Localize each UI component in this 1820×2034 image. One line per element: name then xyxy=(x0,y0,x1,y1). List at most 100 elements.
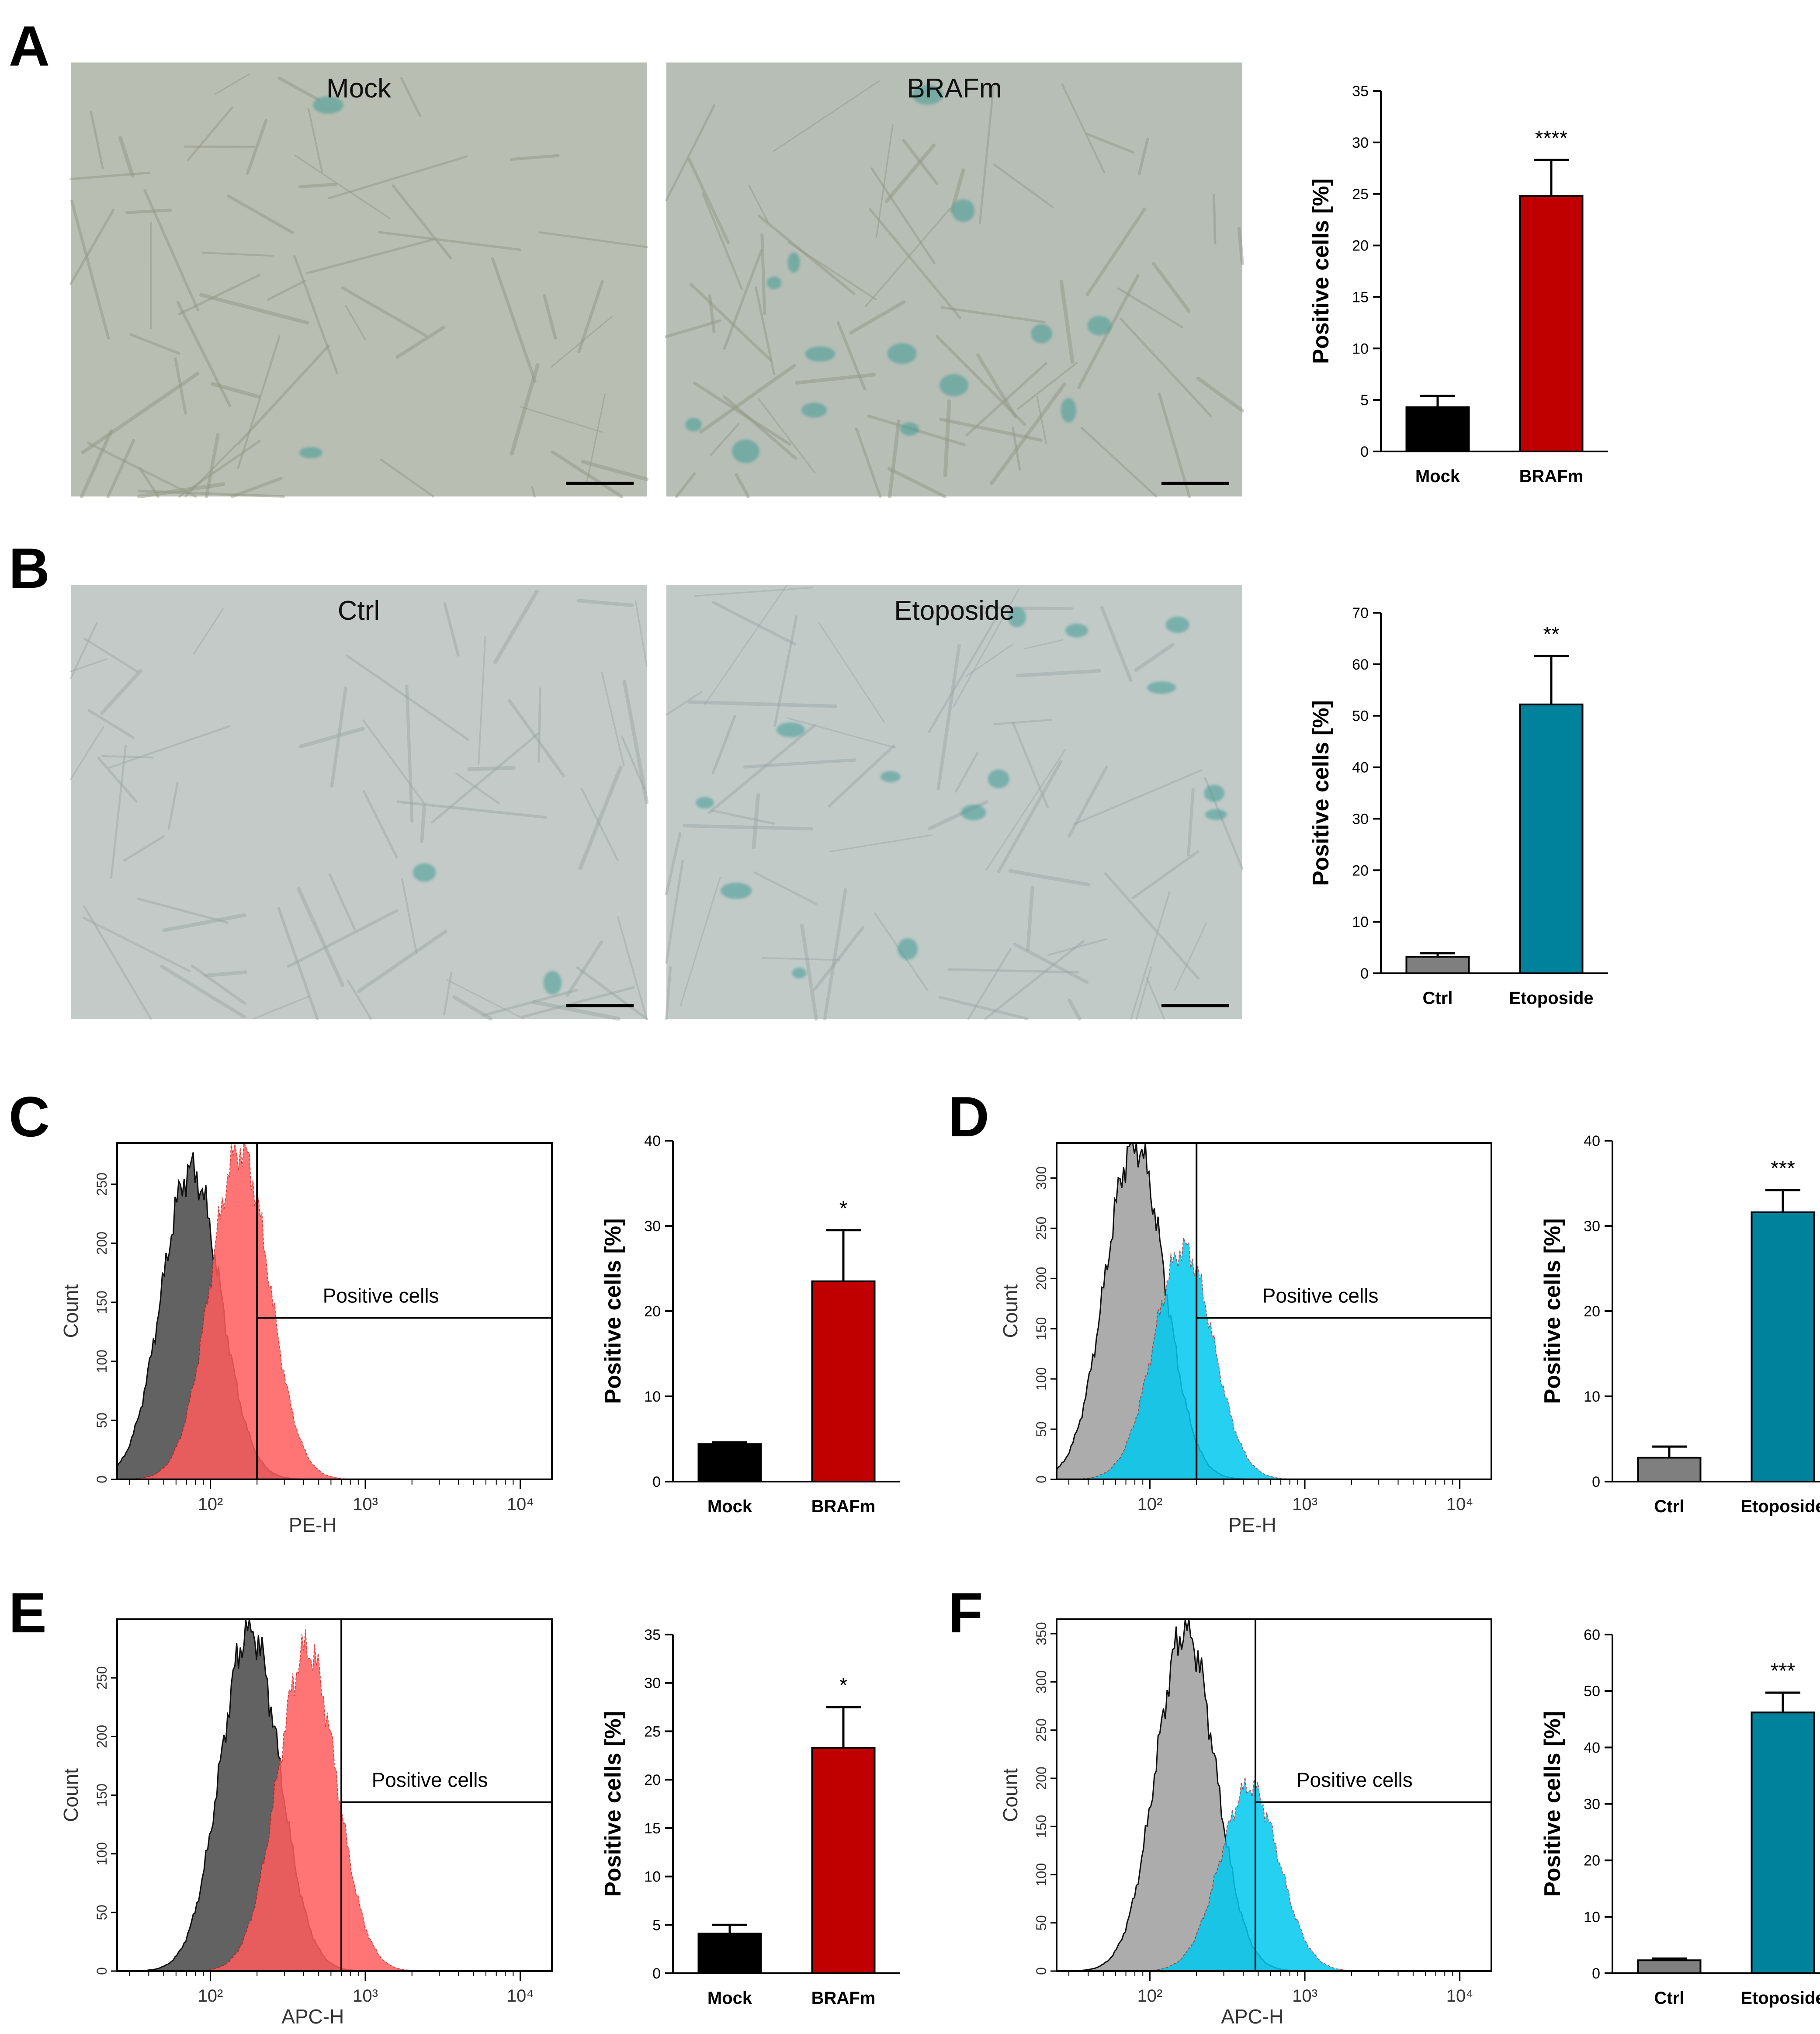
bar-brafm xyxy=(811,1747,876,1975)
cell-process xyxy=(347,979,372,1020)
cell-process xyxy=(521,986,635,1018)
cell-process xyxy=(855,427,882,498)
panel-label-e: E xyxy=(9,1581,47,1645)
cell-process xyxy=(723,395,797,460)
cell-process xyxy=(178,440,261,498)
cell-process xyxy=(237,344,330,445)
stained-cell xyxy=(805,346,835,362)
cell-process xyxy=(940,306,1046,323)
cell-process xyxy=(83,916,191,972)
y-axis-label: Count xyxy=(59,1284,82,1338)
cell-process xyxy=(293,254,338,375)
y-tick-label: 250 xyxy=(94,1173,110,1196)
y-tick-label: 0 xyxy=(94,1475,110,1483)
cell-process xyxy=(191,965,246,1005)
stained-cell xyxy=(1087,316,1112,336)
y-tick-label: 35 xyxy=(1352,83,1369,100)
y-tick-label: 30 xyxy=(1352,135,1369,151)
cell-process xyxy=(818,622,885,723)
cell-process xyxy=(1085,132,1135,154)
panel-labels: A B C D E F xyxy=(9,14,989,1645)
y-axis-label: Count xyxy=(59,1768,82,1822)
stained-cell xyxy=(787,252,800,273)
cell-process xyxy=(1134,642,1175,672)
cell-process xyxy=(202,252,274,257)
cell-process xyxy=(965,362,1048,437)
cell-process xyxy=(935,334,1026,426)
cell-process xyxy=(137,897,229,924)
cell-process xyxy=(830,834,933,852)
stained-cell xyxy=(299,447,322,458)
y-tick-label: 40 xyxy=(1584,1739,1600,1756)
y-tick-label: 300 xyxy=(1033,1670,1049,1694)
cell-process xyxy=(118,136,135,178)
cell-process xyxy=(199,293,309,325)
bar-chart-a: 0 5 10 15 20 25 30 35 Mock BRAFm **** Positive cell… xyxy=(1308,83,1608,486)
cell-process xyxy=(420,804,426,843)
cell-process xyxy=(174,357,187,415)
cell-process xyxy=(1024,639,1063,649)
cell-process xyxy=(928,619,996,733)
cell-process xyxy=(690,283,772,362)
micrograph-background xyxy=(71,62,647,496)
cell-process xyxy=(287,909,399,968)
cell-process xyxy=(330,686,347,788)
cell-process xyxy=(87,441,197,498)
stained-cell xyxy=(413,863,436,882)
cell-process xyxy=(665,104,716,201)
y-tick-label: 150 xyxy=(94,1784,110,1807)
y-tick-label: 60 xyxy=(1352,656,1369,673)
cell-process xyxy=(395,326,446,359)
cell-process xyxy=(622,680,649,804)
x-tick-label: 10² xyxy=(1137,1986,1163,2006)
y-axis-label: Count xyxy=(999,1768,1022,1822)
cell-process xyxy=(1196,376,1245,413)
cell-process xyxy=(1174,922,1207,991)
cell-process xyxy=(687,157,730,244)
x-axis-label: PE-H xyxy=(1228,1513,1276,1536)
cell-process xyxy=(701,192,743,290)
cell-process xyxy=(800,923,818,1021)
gate-label: Positive cells xyxy=(1297,1769,1413,1791)
cell-process xyxy=(83,637,139,673)
cell-process xyxy=(510,154,560,161)
cell-process xyxy=(1100,606,1133,682)
micrograph-mock: Mock xyxy=(69,62,649,499)
cell-process xyxy=(210,382,261,399)
cell-process xyxy=(363,790,398,859)
stained-cell xyxy=(1204,784,1225,802)
cell-process xyxy=(761,957,840,961)
cell-process xyxy=(952,606,1074,611)
y-tick-label: 100 xyxy=(94,1842,110,1865)
cell-process xyxy=(617,916,648,1020)
y-tick-label: 10 xyxy=(1352,914,1369,930)
cell-process xyxy=(230,477,283,498)
stained-cell xyxy=(792,968,807,979)
stained-cell xyxy=(951,199,975,222)
stained-cell xyxy=(1065,623,1088,638)
cell-process xyxy=(947,968,1080,974)
bar-ctrl xyxy=(1405,956,1470,974)
cell-process xyxy=(129,333,181,355)
cell-process xyxy=(396,800,547,819)
stained-cell xyxy=(1061,398,1076,423)
x-tick-label: 10³ xyxy=(353,1495,378,1514)
cell-process xyxy=(507,698,565,778)
x-tick-label: Mock xyxy=(707,1989,752,2008)
cell-process xyxy=(204,970,247,978)
cell-process xyxy=(101,755,154,759)
cell-process xyxy=(400,77,421,117)
cell-process xyxy=(81,371,200,455)
significance-label: * xyxy=(839,1674,848,1697)
histogram-series-brafm xyxy=(117,1629,552,1972)
y-tick-label: 20 xyxy=(1352,238,1369,254)
cell-process xyxy=(723,249,763,350)
x-axis-label: PE-H xyxy=(289,1513,337,1536)
y-tick-label: 100 xyxy=(1033,1367,1049,1390)
panel-label-c: C xyxy=(9,1085,50,1149)
micrograph-label: BRAFm xyxy=(907,73,1002,104)
cell-process xyxy=(380,458,435,498)
cell-process xyxy=(227,194,295,234)
stained-cell xyxy=(912,85,943,105)
